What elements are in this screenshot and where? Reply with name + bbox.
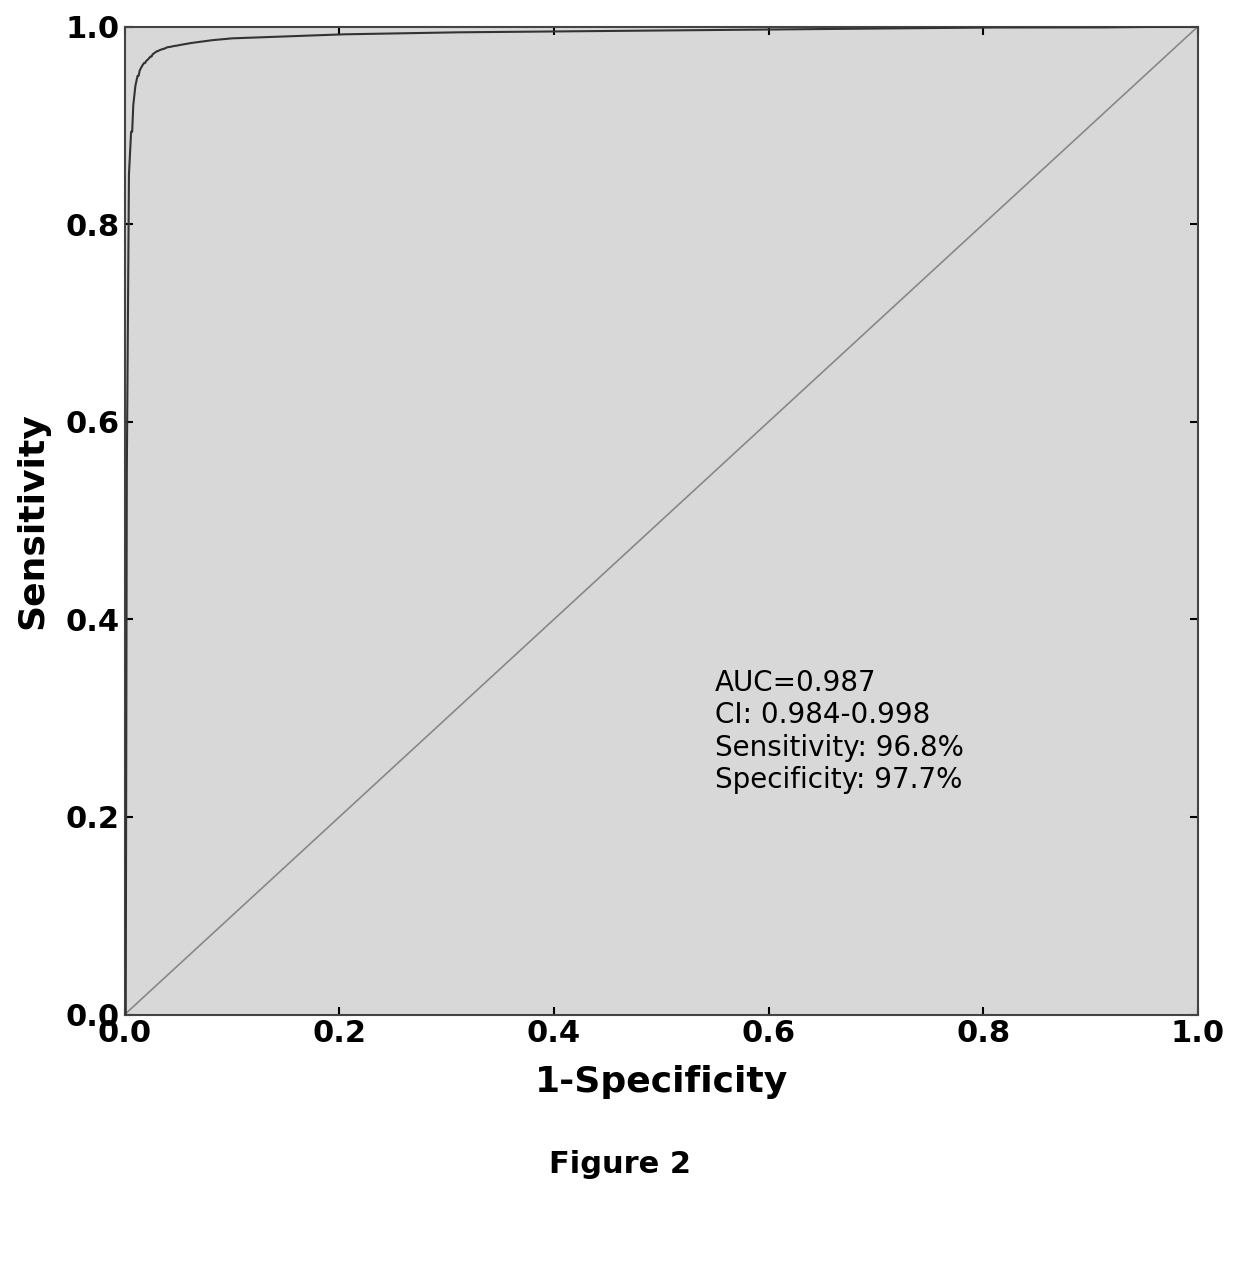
X-axis label: 1-Specificity: 1-Specificity — [534, 1065, 787, 1099]
Y-axis label: Sensitivity: Sensitivity — [15, 413, 50, 629]
Text: Figure 2: Figure 2 — [549, 1151, 691, 1179]
Text: AUC=0.987
CI: 0.984-0.998
Sensitivity: 96.8%
Specificity: 97.7%: AUC=0.987 CI: 0.984-0.998 Sensitivity: 9… — [715, 668, 963, 794]
